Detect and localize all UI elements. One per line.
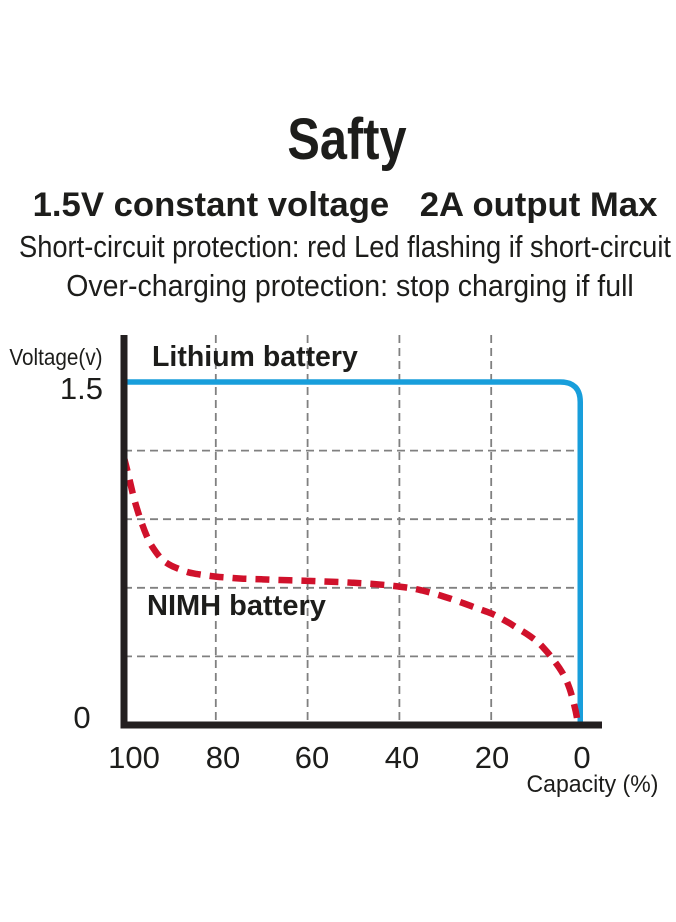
x-tick-80: 80 [205, 740, 241, 775]
series-label-lithium: Lithium battery [152, 341, 358, 373]
plot-axes [120, 335, 602, 729]
x-tick-100: 100 [108, 740, 160, 775]
subtitle-output: 2A output Max [419, 186, 658, 224]
series-label-nimh: NIMH battery [147, 590, 326, 622]
x-axis-label: Capacity (%) [526, 771, 658, 798]
y-tick-zero: 0 [73, 700, 91, 735]
plot-grid [124, 335, 583, 725]
subtitle: 1.5V constant voltage 2A output Max [33, 186, 658, 225]
protection-line-2: Over-charging protection: stop charging … [66, 268, 634, 303]
x-tick-0: 0 [573, 740, 591, 775]
x-tick-40: 40 [384, 740, 420, 775]
page-title: Safty [287, 107, 407, 172]
plot-series [120, 379, 583, 725]
nimh-line [120, 456, 582, 725]
x-tick-60: 60 [294, 740, 330, 775]
y-tick-max: 1.5 [59, 371, 103, 406]
x-tick-20: 20 [474, 740, 510, 775]
subtitle-voltage: 1.5V constant voltage [32, 186, 390, 224]
y-axis-label: Voltage(v) [9, 344, 103, 370]
protection-line-1: Short-circuit protection: red Led flashi… [19, 229, 671, 264]
lithium-line [124, 379, 583, 723]
